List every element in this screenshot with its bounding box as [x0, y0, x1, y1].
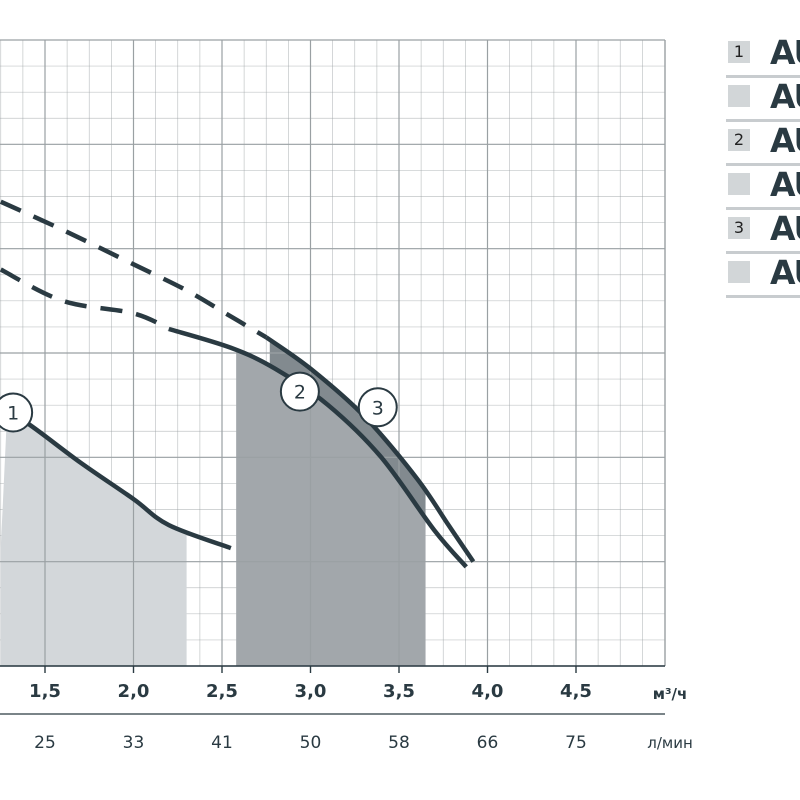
legend-text: AU — [770, 165, 800, 204]
legend-divider — [726, 119, 800, 122]
curve-1-label: 1 — [7, 402, 19, 424]
x2-tick-label: 50 — [300, 733, 322, 753]
axes: 1,5 2,0 2,5 3,0 3,5 4,0 4,5 м³/ч 25 33 41 50 58 66 75 л… — [0, 665, 693, 753]
x2-tick-label: 58 — [388, 733, 410, 753]
x-tick-label: 4,5 — [560, 681, 592, 702]
x2-tick-label: 75 — [565, 733, 587, 753]
legend: 1 AU AU 2 AU AU 3 AU AU — [724, 33, 800, 298]
legend-badge — [728, 261, 750, 283]
curve-2-dashed — [0, 267, 170, 332]
legend-text: AU — [770, 33, 800, 72]
curve-3-label: 3 — [372, 397, 384, 419]
legend-item: 3 AU — [724, 209, 800, 254]
curve-3-label-circle — [357, 387, 398, 428]
legend-badge — [728, 173, 750, 195]
curve-2-label-circle — [279, 371, 320, 412]
legend-badge: 2 — [728, 129, 750, 151]
x-tick-label: 3,0 — [295, 681, 327, 702]
x2-tick-label: 33 — [123, 733, 145, 753]
x-tick-label: 3,5 — [383, 681, 415, 702]
curve-2-label: 2 — [294, 382, 306, 404]
x2-tick-label: 66 — [477, 733, 499, 753]
legend-text: AU — [770, 253, 800, 292]
x-axis-unit: м³/ч — [653, 685, 688, 703]
legend-divider — [726, 75, 800, 78]
legend-text: AU — [770, 209, 800, 248]
curve-3-dashed — [0, 199, 268, 340]
curve-1-label-circle — [0, 392, 34, 433]
x-tick-label: 2,0 — [118, 681, 150, 702]
legend-item: AU — [724, 253, 800, 298]
legend-divider — [726, 251, 800, 254]
legend-divider — [726, 207, 800, 210]
shaded-regions — [0, 339, 426, 666]
legend-item: 2 AU — [724, 121, 800, 166]
legend-divider — [726, 163, 800, 166]
shaded-region-light — [0, 416, 187, 666]
x-tick-label: 2,5 — [206, 681, 238, 702]
legend-divider — [726, 295, 800, 298]
x2-tick-label: 41 — [211, 733, 233, 753]
curve-labels: 1 2 3 — [0, 371, 398, 433]
x-tick-label: 1,5 — [29, 681, 61, 702]
legend-badge: 1 — [728, 41, 750, 63]
legend-item: AU — [724, 77, 800, 122]
legend-badge — [728, 85, 750, 107]
curve-2-solid — [168, 326, 468, 569]
legend-badge: 3 — [728, 217, 750, 239]
legend-item: AU — [724, 165, 800, 210]
x-tick-label: 4,0 — [472, 681, 504, 702]
legend-text: AU — [770, 121, 800, 160]
x2-tick-label: 25 — [34, 733, 56, 753]
curve-3-solid — [264, 335, 476, 563]
shaded-region-medium — [236, 350, 426, 666]
legend-item: 1 AU — [724, 33, 800, 78]
x2-axis-unit: л/мин — [647, 734, 693, 752]
legend-text: AU — [770, 77, 800, 116]
